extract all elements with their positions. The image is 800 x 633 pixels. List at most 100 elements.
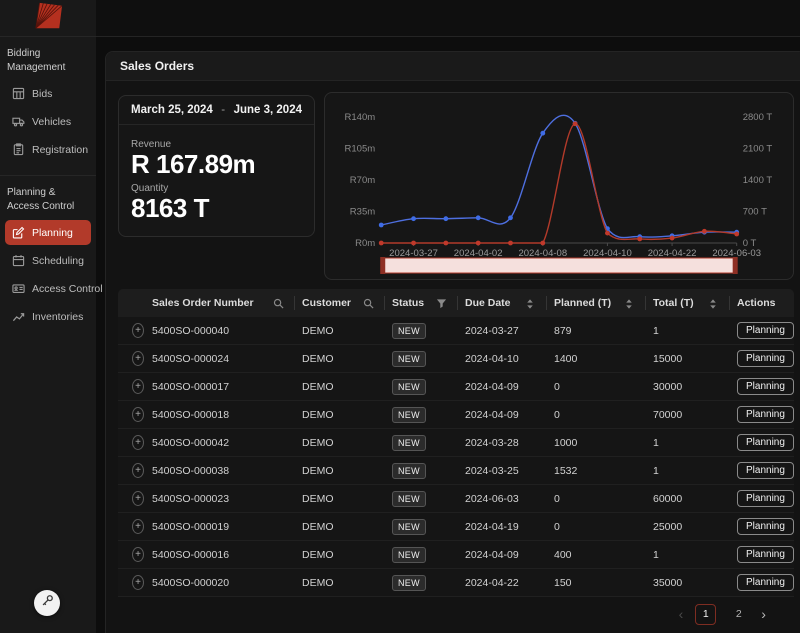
chart-brush[interactable] — [380, 257, 737, 274]
planning-button[interactable]: Planning — [737, 490, 794, 507]
planning-button[interactable]: Planning — [737, 434, 794, 451]
expand-row-button[interactable]: + — [132, 323, 144, 338]
cell-total: 1 — [645, 429, 729, 456]
cell-actions: Planning — [729, 345, 794, 372]
column-header-expand — [118, 289, 144, 317]
right-axis-tick: 1400 T — [743, 175, 773, 186]
pagination-page-1[interactable]: 1 — [695, 604, 716, 625]
right-axis-tick: 2100 T — [743, 144, 773, 155]
planning-button[interactable]: Planning — [737, 518, 794, 535]
cell-status: NEW — [384, 569, 457, 596]
cell-actions: Planning — [729, 401, 794, 428]
cell-sales-order-number: 5400SO-000038 — [144, 457, 294, 484]
search-icon[interactable] — [273, 298, 284, 309]
sales-order-number: 5400SO-000024 — [152, 353, 229, 365]
expand-row-button[interactable]: + — [132, 463, 144, 478]
column-header-total-t-[interactable]: Total (T) — [645, 289, 729, 317]
cell-expand: + — [118, 457, 144, 484]
data-point — [573, 121, 578, 126]
sales-order-number: 5400SO-000020 — [152, 577, 229, 589]
search-icon[interactable] — [363, 298, 374, 309]
sidebar-item-label: Bids — [32, 88, 52, 100]
planning-button[interactable]: Planning — [737, 462, 794, 479]
left-axis-tick: R105m — [345, 144, 376, 155]
pagination-page-2[interactable]: 2 — [728, 604, 749, 625]
cell-planned: 1532 — [546, 457, 645, 484]
cell-sales-order-number: 5400SO-000016 — [144, 541, 294, 568]
expand-row-button[interactable]: + — [132, 519, 144, 534]
brush-handle-right[interactable] — [733, 257, 738, 274]
expand-row-button[interactable]: + — [132, 491, 144, 506]
planning-button[interactable]: Planning — [737, 574, 794, 591]
data-point — [508, 241, 513, 246]
customer: DEMO — [302, 521, 334, 533]
table-header: Sales Order NumberCustomer Status Due Date… — [118, 289, 794, 317]
summary-chart-row: March 25, 2024 - June 3, 2024 Revenue R … — [118, 92, 794, 280]
expand-row-button[interactable]: + — [132, 435, 144, 450]
table-row: +5400SO-000019DEMONEW2024-04-19025000Pla… — [118, 513, 794, 541]
cell-customer: DEMO — [294, 401, 384, 428]
planning-button[interactable]: Planning — [737, 378, 794, 395]
column-header-sales-order-number[interactable]: Sales Order Number — [144, 289, 294, 317]
expand-row-button[interactable]: + — [132, 351, 144, 366]
filter-icon[interactable] — [436, 298, 447, 309]
date-from[interactable]: March 25, 2024 — [131, 104, 213, 116]
sidebar-item-registration[interactable]: Registration — [5, 137, 91, 162]
sidebar-item-inventories[interactable]: Inventories — [5, 304, 91, 329]
cell-expand: + — [118, 345, 144, 372]
status-badge: NEW — [392, 491, 426, 507]
date-to[interactable]: June 3, 2024 — [234, 104, 302, 116]
pagination-next-icon[interactable]: › — [761, 607, 766, 621]
column-label: Due Date — [465, 297, 511, 309]
sidebar-item-access-control[interactable]: Access Control — [5, 276, 91, 301]
status-badge: NEW — [392, 547, 426, 563]
total-value: 1 — [653, 325, 659, 337]
column-header-status[interactable]: Status — [384, 289, 457, 317]
sidebar-item-vehicles[interactable]: Vehicles — [5, 109, 91, 134]
main-area: Sales Orders March 25, 2024 - June 3, 20… — [96, 0, 800, 633]
quantity-line — [381, 124, 736, 243]
pagination-prev-icon[interactable]: ‹ — [679, 607, 684, 621]
date-range: March 25, 2024 - June 3, 2024 — [119, 96, 314, 125]
cell-total: 70000 — [645, 401, 729, 428]
cell-due-date: 2024-03-25 — [457, 457, 546, 484]
bids-icon — [12, 87, 25, 100]
x-axis-label: 2024-04-02 — [454, 248, 503, 259]
sidebar-item-planning[interactable]: Planning — [5, 220, 91, 245]
planning-button[interactable]: Planning — [737, 546, 794, 563]
right-axis-tick: 700 T — [743, 207, 767, 218]
planning-button[interactable]: Planning — [737, 406, 794, 423]
data-point — [605, 231, 610, 236]
column-label: Status — [392, 297, 424, 309]
sort-icon[interactable] — [708, 298, 719, 309]
customer: DEMO — [302, 493, 334, 505]
data-point — [476, 241, 481, 246]
sort-icon[interactable] — [624, 298, 635, 309]
status-badge: NEW — [392, 435, 426, 451]
column-header-planned-t-[interactable]: Planned (T) — [546, 289, 645, 317]
column-header-customer[interactable]: Customer — [294, 289, 384, 317]
right-axis-tick: 2800 T — [743, 112, 773, 123]
x-axis-label: 2024-04-08 — [518, 248, 567, 259]
cell-customer: DEMO — [294, 541, 384, 568]
expand-row-button[interactable]: + — [132, 575, 144, 590]
sort-icon[interactable] — [525, 298, 536, 309]
cell-actions: Planning — [729, 457, 794, 484]
brush-handle-left[interactable] — [380, 257, 385, 274]
sidebar-item-scheduling[interactable]: Scheduling — [5, 248, 91, 273]
customer: DEMO — [302, 353, 334, 365]
data-point — [540, 241, 545, 246]
planning-button[interactable]: Planning — [737, 322, 794, 339]
column-header-due-date[interactable]: Due Date — [457, 289, 546, 317]
x-axis-label: 2024-03-27 — [389, 248, 438, 259]
planned-value: 1400 — [554, 353, 577, 365]
expand-row-button[interactable]: + — [132, 547, 144, 562]
table-row: +5400SO-000040DEMONEW2024-03-278791Plann… — [118, 317, 794, 345]
expand-row-button[interactable]: + — [132, 379, 144, 394]
cell-expand: + — [118, 569, 144, 596]
cell-due-date: 2024-06-03 — [457, 485, 546, 512]
planning-button[interactable]: Planning — [737, 350, 794, 367]
expand-row-button[interactable]: + — [132, 407, 144, 422]
sidebar-item-bids[interactable]: Bids — [5, 81, 91, 106]
floating-key-button[interactable] — [34, 590, 60, 616]
